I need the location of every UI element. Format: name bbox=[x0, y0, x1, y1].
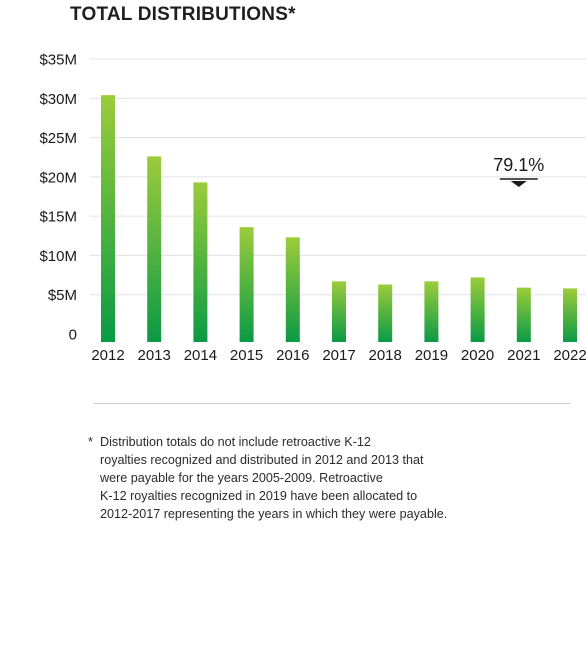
x-tick-label-2017: 2017 bbox=[322, 347, 355, 364]
y-tick-label: $5M bbox=[48, 287, 77, 304]
annotation-label: 79.1% bbox=[493, 155, 544, 175]
gridlines bbox=[90, 58, 586, 296]
x-tick-label-2015: 2015 bbox=[230, 347, 263, 364]
y-tick-label: $30M bbox=[39, 91, 77, 108]
separator-line bbox=[94, 403, 570, 404]
y-tick-label: $25M bbox=[39, 130, 77, 147]
bar-2013 bbox=[147, 156, 162, 342]
x-tick-label-2012: 2012 bbox=[91, 347, 124, 364]
bar-2022 bbox=[563, 288, 577, 342]
y-tick-label: $10M bbox=[39, 248, 77, 265]
footnote: * Distribution totals do not include ret… bbox=[88, 433, 508, 523]
x-tick-label-2016: 2016 bbox=[276, 347, 309, 364]
bar-2015 bbox=[239, 227, 254, 342]
annotation: 79.1% bbox=[493, 155, 544, 187]
bar-2012 bbox=[101, 95, 115, 343]
bars bbox=[101, 95, 577, 343]
footnote-text: Distribution totals do not include retro… bbox=[100, 435, 448, 521]
x-tick-label-2013: 2013 bbox=[138, 347, 171, 364]
bar-2021 bbox=[516, 287, 531, 342]
bar-2017 bbox=[332, 281, 346, 342]
x-tick-label-2021: 2021 bbox=[507, 347, 540, 364]
x-tick-label-2019: 2019 bbox=[415, 347, 448, 364]
x-tick-label-2018: 2018 bbox=[369, 347, 402, 364]
x-tick-label-2014: 2014 bbox=[184, 347, 217, 364]
y-tick-label: $15M bbox=[39, 209, 77, 226]
bar-2020 bbox=[470, 277, 485, 342]
x-axis-category-labels: 2012 2013 2014 2015 2016 2017 2018 2019 2020 2021… bbox=[91, 347, 586, 364]
bar-2019 bbox=[424, 281, 439, 342]
chart-title: TOTAL DISTRIBUTIONS* bbox=[70, 4, 296, 25]
bar-2014 bbox=[193, 182, 208, 342]
bar-2016 bbox=[285, 237, 300, 342]
y-tick-label: 0 bbox=[69, 327, 77, 344]
x-tick-label-2022: 2022 bbox=[553, 347, 586, 364]
bar-chart: 0$5M$10M$15M$20M$25M$30M$35M 2012 2013 201… bbox=[39, 52, 586, 364]
annotation-arrow-icon bbox=[510, 181, 527, 187]
footnote-marker: * bbox=[88, 435, 93, 449]
bar-2018 bbox=[378, 284, 393, 342]
y-axis-tick-labels: 0 $5M $10M $15M $20M $25M $30M $35M bbox=[39, 52, 77, 344]
y-tick-label: $20M bbox=[39, 169, 77, 186]
y-tick-label: $35M bbox=[39, 52, 77, 69]
x-tick-label-2020: 2020 bbox=[461, 347, 494, 364]
